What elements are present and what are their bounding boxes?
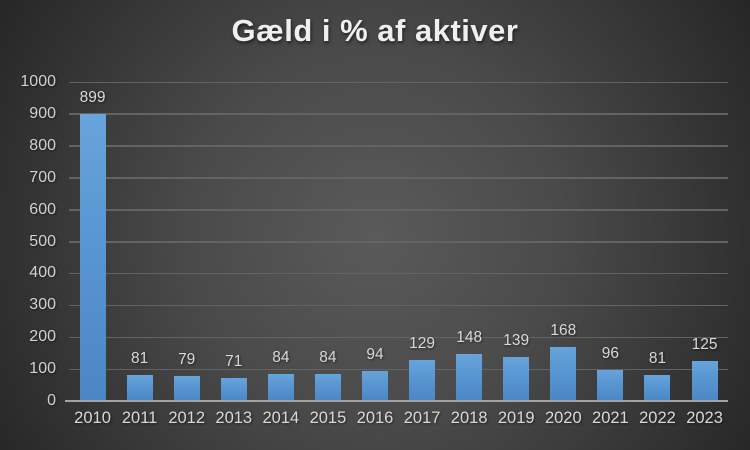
x-axis-tick-label: 2020 (544, 409, 582, 427)
bar-2015 (314, 374, 341, 401)
x-axis-tick-label: 2013 (215, 409, 253, 427)
bar-2022 (644, 375, 671, 401)
bar-2023 (691, 361, 718, 401)
y-axis-tick-label: 700 (29, 168, 56, 186)
bar-column: 168 (540, 82, 587, 401)
bar-value-label: 79 (178, 350, 196, 368)
x-axis-tick-label: 2017 (403, 409, 441, 427)
bar-value-label: 168 (550, 322, 577, 340)
bar-value-label: 94 (366, 346, 384, 364)
bar-value-label: 84 (319, 349, 337, 367)
gridline (69, 368, 728, 371)
bar-column: 81 (116, 82, 163, 401)
x-axis-tick-label: 2019 (497, 409, 535, 427)
bar-column: 81 (634, 82, 681, 401)
bar-2021 (597, 370, 624, 401)
bar-2014 (267, 374, 294, 401)
bar-2013 (220, 378, 247, 401)
gridline (69, 336, 728, 339)
gridline (69, 81, 728, 83)
bar-column: 94 (351, 82, 398, 401)
bar-column: 148 (446, 82, 493, 401)
y-axis-tick-label: 300 (29, 296, 56, 314)
gridline (69, 241, 728, 243)
gridline (69, 304, 728, 307)
y-axis-tick-label: 900 (29, 104, 56, 122)
gridline (69, 145, 728, 147)
y-axis-tick-label: 200 (29, 328, 56, 346)
x-axis-tick-label: 2011 (121, 409, 158, 427)
bars-row: 899 81 79 71 84 84 94 129 148 139 168 96 81 125 (69, 82, 728, 401)
bar-value-label: 899 (79, 89, 106, 107)
bar-value-label: 125 (691, 336, 718, 354)
bar-column: 139 (493, 82, 540, 401)
bar-value-label: 129 (409, 334, 436, 352)
x-axis-tick-label: 2022 (639, 409, 676, 427)
bar-value-label: 148 (456, 328, 483, 346)
bar-value-label: 139 (503, 331, 530, 349)
bar-value-label: 71 (225, 353, 243, 371)
bar-column: 84 (257, 82, 304, 401)
bar-column: 96 (587, 82, 634, 401)
x-axis-tick-label: 2023 (686, 409, 723, 427)
bar-column: 71 (210, 82, 257, 401)
y-axis-tick-label: 100 (29, 360, 56, 378)
bar-column: 125 (681, 82, 728, 401)
bar-2011 (126, 375, 153, 401)
y-axis-tick-label: 800 (29, 136, 56, 154)
x-axis-tick-label: 2014 (262, 409, 300, 427)
bar-column: 84 (304, 82, 351, 401)
x-axis-tick-label: 2016 (356, 409, 394, 427)
plot-area: 899 81 79 71 84 84 94 129 148 139 168 96 81 125 (65, 81, 728, 402)
x-axis-tick-label: 2021 (592, 409, 629, 427)
bar-value-label: 96 (601, 345, 620, 363)
x-axis-tick-label: 2012 (168, 409, 206, 427)
bar-2017 (409, 359, 436, 401)
chart-title: Gæld i % af aktiver (231, 13, 519, 48)
bar-2019 (503, 356, 530, 401)
x-axis-line (65, 400, 728, 402)
x-axis-tick-label: 2010 (74, 409, 111, 427)
bar-column: 899 (69, 82, 116, 401)
bar-2010 (79, 114, 106, 401)
gridline (69, 272, 728, 275)
y-axis-tick-label: 500 (29, 232, 56, 250)
y-axis-tick-label: 1000 (20, 73, 56, 90)
gridline (69, 209, 728, 211)
gridline (69, 177, 728, 179)
bar-column: 79 (163, 82, 210, 401)
y-axis: 0 100 200 300 400 500 600 700 800 900 1000 (0, 73, 56, 409)
y-axis-tick-label: 400 (29, 264, 56, 282)
x-axis-tick-label: 2015 (309, 409, 347, 427)
bar-2020 (550, 347, 577, 401)
x-axis-tick-label: 2018 (450, 409, 488, 427)
bar-2018 (456, 353, 483, 401)
y-axis-tick-label: 600 (29, 200, 56, 218)
bar-value-label: 81 (648, 350, 667, 368)
bar-2012 (173, 375, 200, 401)
bar-column: 129 (399, 82, 446, 401)
gridline (69, 113, 728, 115)
bar-value-label: 84 (272, 349, 290, 367)
y-axis-tick-label: 0 (47, 392, 56, 409)
bar-value-label: 81 (130, 350, 149, 368)
bar-2016 (362, 371, 388, 401)
x-axis-labels: 2010 2011 2012 2013 2014 2015 2016 2017 2018 2019… (69, 409, 728, 428)
